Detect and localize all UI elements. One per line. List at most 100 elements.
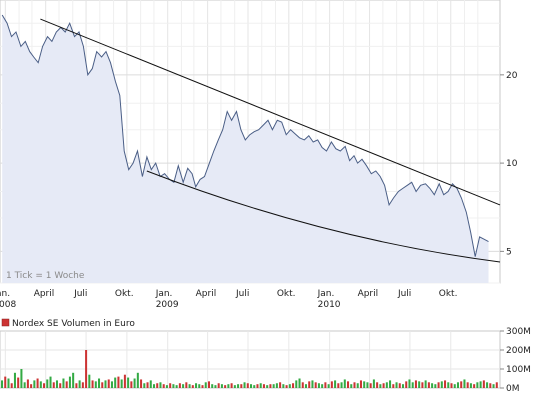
volume-bar [143,383,146,388]
volume-bar [224,385,227,388]
volume-bar [298,378,301,388]
volume-bar [20,369,23,388]
volume-bar [486,382,489,388]
volume-bar [195,383,198,388]
x-axis-ticks: Jan.2008AprilJuliOkt.Jan.2009AprilJuliOk… [0,289,457,310]
volume-bar [114,377,117,388]
x-tick-label: Jan. [317,289,335,299]
volume-bar [437,382,440,388]
volume-bar [211,384,214,388]
volume-bar [204,382,207,388]
volume-bar [308,381,311,388]
volume-bar [162,384,165,388]
volume-y-tick-label: 100M [506,365,531,375]
volume-bar [85,350,88,388]
volume-bar [334,380,337,388]
x-tick-label: April [358,289,379,299]
volume-bar [447,382,450,388]
x-tick-year: 2009 [156,300,179,310]
volume-bar [411,382,414,388]
volume-bar [414,380,417,388]
volume-bar [321,384,324,388]
volume-bar [33,380,36,388]
volume-chart: Nordex SE Volumen in Euro 0M 100M 200M 300M [0,318,531,394]
volume-bar [214,385,217,388]
volume-bar [46,379,49,388]
x-tick-label: Juli [73,289,87,299]
volume-bar [117,376,120,388]
volume-bar [363,381,366,388]
x-tick-label: Juli [397,289,411,299]
volume-bar [10,383,13,388]
volume-bar [295,380,298,388]
volume-bar [314,382,317,388]
volume-bar [392,384,395,388]
upper-trendline [40,18,501,206]
x-tick-label: Juli [235,289,249,299]
volume-bar [152,384,156,388]
volume-bar [220,384,223,388]
volume-bar [398,383,401,388]
volume-bar [110,381,113,388]
volume-bar [30,384,33,388]
volume-bar [466,382,469,388]
volume-bar [350,384,353,388]
volume-bar [230,383,233,388]
volume-bar [165,385,168,388]
volume-bar [269,384,272,388]
volume-bar [104,380,107,388]
volume-bar [479,381,482,388]
x-tick-label: Okt. [277,289,296,299]
volume-bar [340,382,343,388]
volume-bar [379,384,382,388]
volume-bar [240,384,243,388]
volume-bar [123,374,126,388]
y-axis-ticks: 5 10 20 [500,71,518,257]
price-line [1,14,489,257]
x-tick-year: 2010 [318,300,341,310]
volume-bar [453,384,456,388]
volume-bar [366,382,369,388]
volume-bar [337,383,340,388]
volume-bar [75,383,78,388]
volume-bar [353,382,356,388]
volume-bar [288,384,291,388]
volume-bar [43,383,46,388]
volume-bar [182,384,185,388]
volume-bar [272,384,275,388]
volume-y-tick-label: 200M [506,346,531,356]
volume-bar [285,385,288,388]
volume-bar [4,376,7,388]
volume-bar [243,382,246,388]
volume-bar [36,378,39,388]
volume-bar [149,380,152,388]
volume-bar [191,385,194,388]
volume-legend-label: Nordex SE Volumen in Euro [12,319,135,329]
volume-bar [81,382,84,388]
volume-bar [133,378,136,388]
x-tick-label: Jan. [0,289,10,299]
volume-bar [55,380,58,388]
volume-bar [233,385,236,388]
volume-bar [444,380,447,388]
volume-bar [359,380,362,388]
volume-grid [0,331,500,388]
volume-bar [159,382,162,388]
volume-bar [324,382,327,388]
volume-bar [23,382,26,388]
volume-bar [1,380,4,388]
volume-bar [372,379,375,388]
volume-bar [246,383,249,388]
volume-bar [482,380,485,388]
volume-bar [52,382,55,388]
volume-bar [279,382,282,388]
volume-bar [311,380,314,388]
volume-bar [376,382,379,388]
volume-bar [317,383,320,388]
volume-bar [13,372,16,388]
volume-bar [347,381,350,388]
x-tick-label: April [196,289,217,299]
volume-bar [356,383,359,388]
y-tick-label: 20 [506,71,518,81]
volume-bar [172,384,175,388]
